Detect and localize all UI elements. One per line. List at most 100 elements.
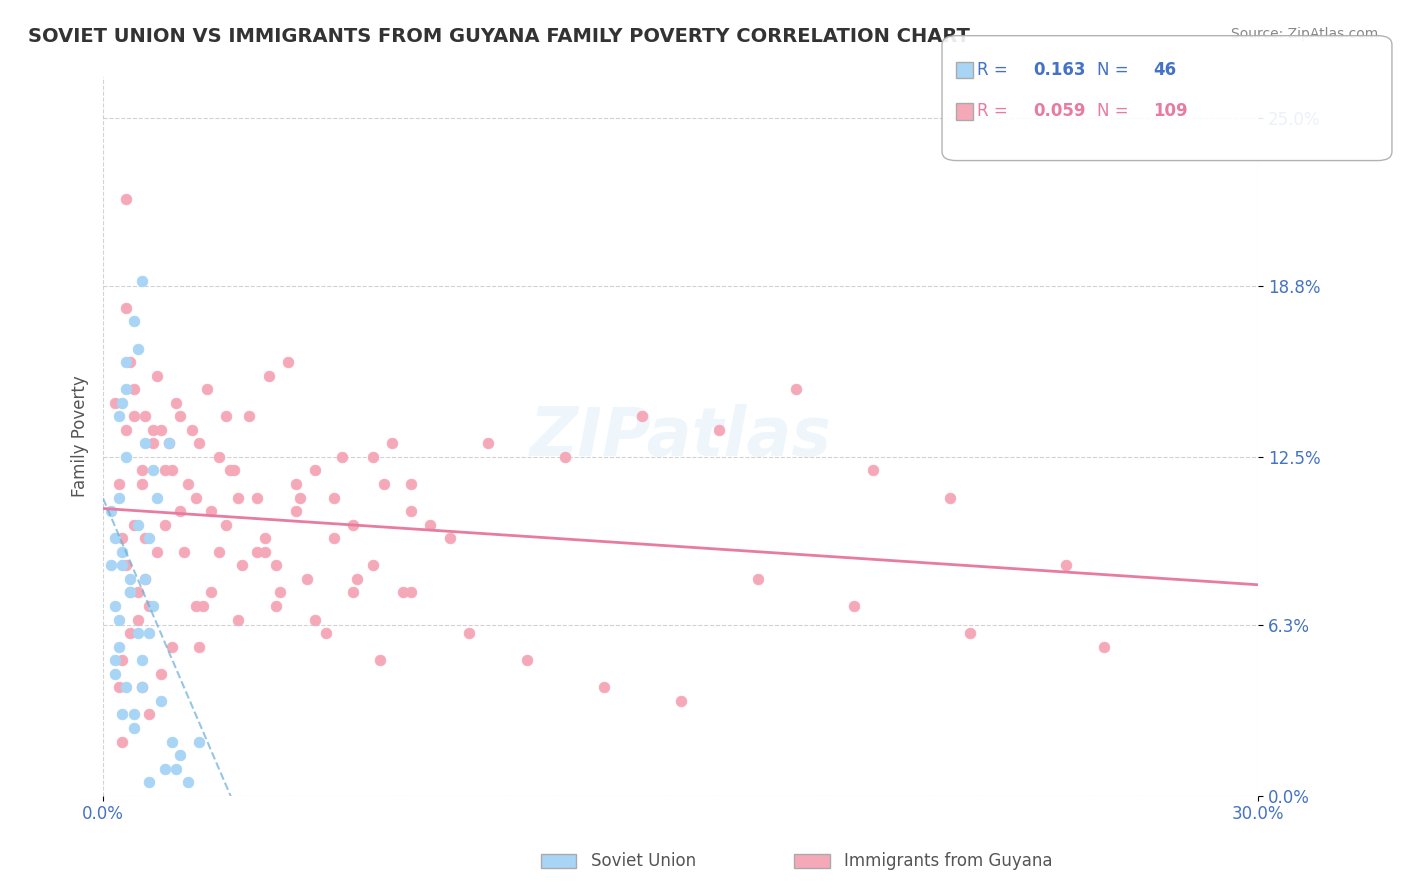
Point [373,477,395,491]
Point [120,626,142,640]
Point [399,504,422,518]
Point [346,572,368,586]
Point [111,707,134,722]
Point [120,585,142,599]
Point [315,626,337,640]
Point [361,558,384,573]
Point [184,491,207,505]
Point [107,409,129,424]
Point [169,504,191,518]
Point [138,599,160,613]
Point [399,477,422,491]
Point [131,653,153,667]
Point [939,491,962,505]
Point [458,626,481,640]
Point [127,613,149,627]
Point [115,558,138,573]
Point [134,572,156,586]
Point [153,762,176,776]
Point [107,613,129,627]
Point [392,585,415,599]
Point [631,409,654,424]
Point [104,395,127,409]
Point [138,531,160,545]
Point [288,491,311,505]
Point [120,355,142,369]
Y-axis label: Family Poverty: Family Poverty [72,376,89,498]
Point [162,734,184,748]
Point [104,666,127,681]
Point [188,436,211,450]
Point [107,477,129,491]
Point [200,585,222,599]
Point [162,640,184,654]
Point [111,558,134,573]
Point [115,423,138,437]
Point [238,409,260,424]
Point [149,694,172,708]
Point [115,355,138,369]
Point [277,355,299,369]
Point [200,504,222,518]
Point [253,531,276,545]
Point [188,640,211,654]
Point [134,572,156,586]
Point [180,423,202,437]
Point [104,599,127,613]
Point [146,491,169,505]
Point [104,653,127,667]
Point [304,463,326,477]
Point [297,572,319,586]
Point [127,342,149,356]
Point [222,463,245,477]
Point [669,694,692,708]
Point [111,653,134,667]
Point [165,395,187,409]
Point [127,626,149,640]
Point [100,558,122,573]
Point [257,368,280,383]
Point [269,585,291,599]
Point [111,395,134,409]
Point [208,545,231,559]
Point [516,653,538,667]
Point [127,517,149,532]
Point [342,517,364,532]
Point [138,707,160,722]
Point [785,382,807,396]
Point [122,707,145,722]
Point [115,450,138,464]
Point [131,274,153,288]
Point [127,585,149,599]
Point [131,681,153,695]
Point [134,409,156,424]
Point [330,450,353,464]
Point [195,382,218,396]
Point [142,423,165,437]
Point [153,463,176,477]
Point [323,491,346,505]
Text: ZIPatlas: ZIPatlas [530,403,832,469]
Point [165,762,187,776]
Point [231,558,253,573]
Point [149,423,172,437]
Point [100,504,122,518]
Point [747,572,769,586]
Text: 0.163: 0.163 [1033,61,1085,78]
Point [1054,558,1077,573]
Point [107,491,129,505]
Point [709,423,731,437]
Point [157,436,180,450]
Point [131,681,153,695]
Point [111,531,134,545]
Point [266,599,288,613]
Point [842,599,865,613]
Point [439,531,461,545]
Point [253,545,276,559]
Point [246,491,269,505]
Text: R =: R = [977,103,1014,120]
Text: R =: R = [977,61,1014,78]
Point [370,653,392,667]
Text: 46: 46 [1153,61,1175,78]
Point [122,721,145,735]
